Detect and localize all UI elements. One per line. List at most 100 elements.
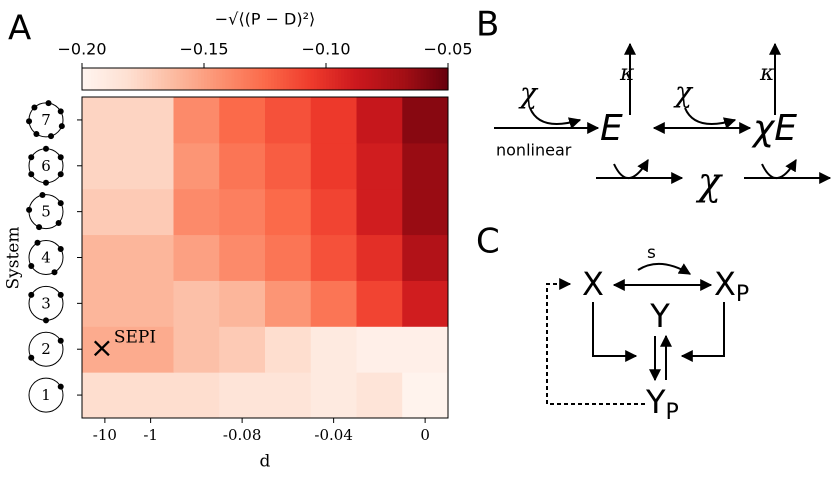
colorbar-step: [246, 68, 251, 90]
colorbar-step: [210, 68, 214, 90]
colorbar-step: [115, 68, 120, 90]
colorbar-step: [176, 68, 181, 90]
arrow: [761, 158, 797, 179]
colorbar-title: −√⟨(P − D)²⟩: [215, 10, 316, 29]
colorbar-step: [405, 68, 409, 90]
cell: [127, 372, 174, 419]
colorbar-step: [219, 68, 223, 90]
colorbar-step: [182, 68, 187, 90]
colorbar-step: [423, 68, 428, 90]
colorbar-step: [149, 68, 153, 90]
cell: [82, 234, 129, 281]
colorbar-step: [243, 68, 248, 90]
cell: [127, 234, 174, 281]
colorbar-step: [85, 68, 89, 90]
colorbar-step: [301, 68, 306, 90]
x-tick-label: -0.08: [223, 426, 261, 444]
colorbar-step: [329, 68, 333, 90]
y-tick-label: 2: [41, 340, 51, 358]
colorbar-step: [82, 68, 86, 90]
colorbar-step: [164, 68, 168, 90]
arrow: [613, 158, 649, 179]
cell: [356, 97, 403, 144]
colorbar-step: [341, 68, 345, 90]
label: χ: [673, 76, 694, 109]
node-main: Y: [645, 383, 666, 421]
colorbar-step: [185, 68, 190, 90]
system-node: [58, 123, 65, 130]
system-node: [55, 220, 62, 227]
colorbar: −0.20 −0.15 −0.10 −0.05: [57, 40, 473, 91]
colorbar-step: [234, 68, 239, 90]
colorbar-step: [374, 68, 379, 90]
cell: [173, 326, 220, 373]
colorbar-step: [139, 68, 144, 90]
y-ticks: 1 2 3 4 5 6 7: [26, 100, 82, 413]
colorbar-step: [371, 68, 376, 90]
colorbar-step: [161, 68, 165, 90]
colorbar-step: [91, 68, 95, 90]
cell: [402, 97, 449, 144]
panel-label: B: [476, 5, 499, 45]
colorbar-step: [283, 68, 287, 90]
cell: [82, 280, 129, 327]
colorbar-step: [417, 68, 422, 90]
label: s: [647, 243, 656, 263]
colorbar-step: [155, 68, 159, 90]
panel-label: A: [8, 9, 31, 49]
system-node: [57, 154, 64, 161]
system-node: [57, 383, 64, 390]
system-node: [43, 317, 49, 324]
system-node: [45, 100, 52, 107]
colorbar-step: [396, 68, 400, 90]
cell: [402, 280, 449, 327]
colorbar-step: [402, 68, 406, 90]
colorbar-step: [136, 68, 141, 90]
cell: [219, 326, 266, 373]
colorbar-step: [240, 68, 245, 90]
cell: [219, 188, 266, 236]
cell: [356, 188, 403, 236]
cell: [265, 188, 312, 236]
cell: [402, 142, 449, 190]
colorbar-step: [265, 68, 269, 90]
colorbar-step: [97, 68, 101, 90]
colorbar-step: [292, 68, 297, 90]
cell: [219, 234, 266, 281]
colorbar-step: [322, 68, 327, 90]
cell: [82, 188, 129, 236]
label: χ: [518, 77, 539, 110]
node: Y: [649, 297, 670, 335]
colorbar-step: [356, 68, 361, 90]
colorbar-step: [420, 68, 425, 90]
x-tick-label: 0: [420, 426, 430, 444]
cell: [310, 326, 357, 373]
system-icon: [28, 240, 64, 275]
arrow: [637, 263, 692, 275]
system-node: [31, 104, 38, 111]
colorbar-step: [295, 68, 300, 90]
colorbar-step: [399, 68, 403, 90]
colorbar-step: [112, 68, 117, 90]
colorbar-step: [444, 68, 449, 90]
colorbar-step: [350, 68, 355, 90]
node: XP: [714, 265, 749, 307]
diagram-c: C X XP Y YP s: [476, 222, 749, 426]
colorbar-step: [435, 68, 440, 90]
system-node: [43, 145, 49, 152]
arrow: [592, 302, 638, 362]
colorbar-step: [362, 68, 367, 90]
y-tick-label: 4: [41, 249, 51, 267]
colorbar-step: [432, 68, 437, 90]
cell: [82, 97, 129, 144]
cell: [265, 280, 312, 327]
colorbar-step: [347, 68, 351, 90]
cell: [310, 280, 357, 327]
colorbar-step: [289, 68, 294, 90]
colorbar-step: [387, 68, 391, 90]
x-tick-label: -0.04: [314, 426, 352, 444]
system-node: [33, 130, 40, 137]
arrow: [546, 278, 645, 405]
colorbar-step: [191, 68, 196, 90]
cell: [82, 372, 129, 419]
